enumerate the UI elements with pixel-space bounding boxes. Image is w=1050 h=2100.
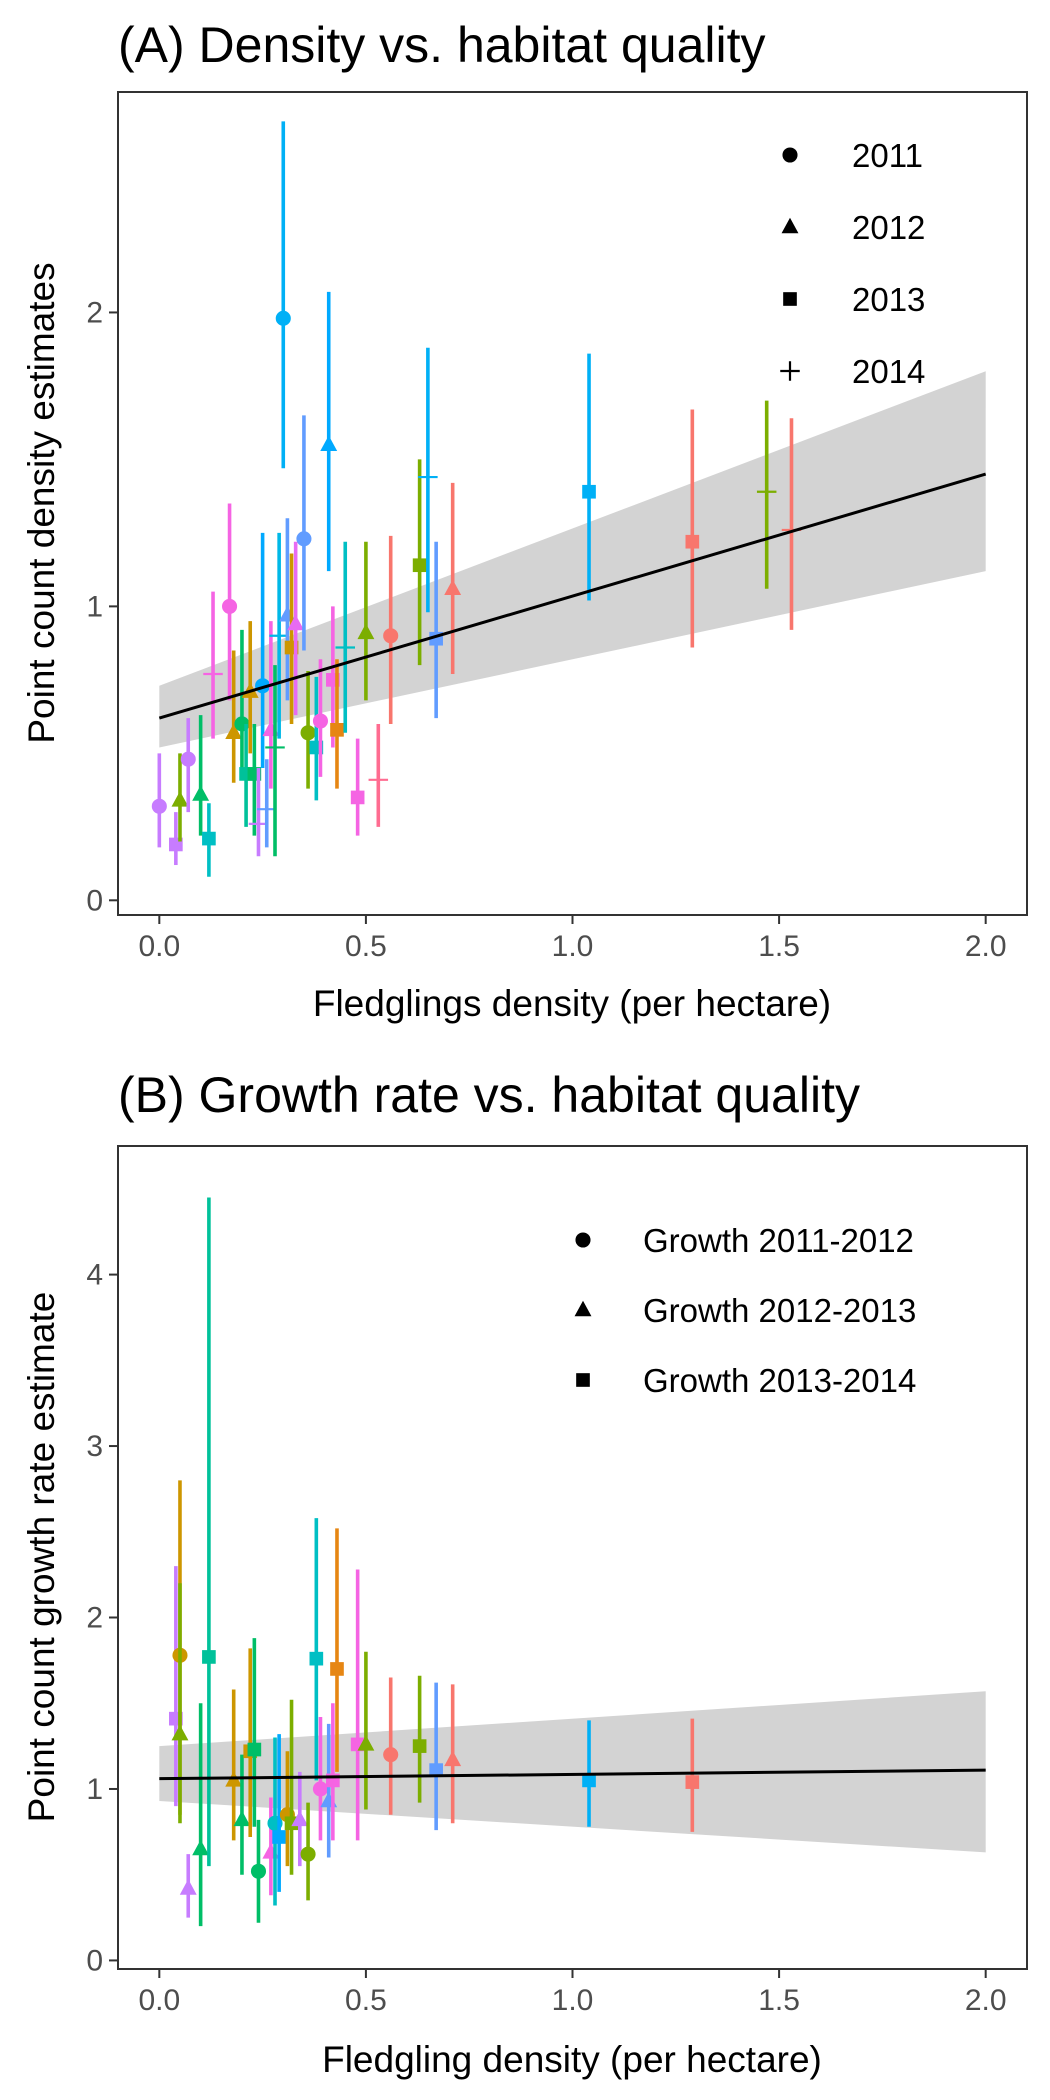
y-tick-label: 2 <box>86 296 103 329</box>
y-tick-label: 4 <box>86 1259 103 1292</box>
data-point <box>287 614 305 631</box>
x-tick-label: 1.5 <box>758 930 800 963</box>
legend-key <box>574 1300 592 1317</box>
panel-b: (B) Growth rate vs. habitat quality 0.0 0… <box>21 1067 1028 2080</box>
legend-label: 2011 <box>852 137 923 174</box>
data-point <box>312 1781 328 1797</box>
x-tick-label: 2.0 <box>965 1984 1007 2017</box>
x-tick-label: 0.0 <box>138 1984 180 2017</box>
data-point <box>368 770 389 790</box>
data-point <box>296 531 312 547</box>
data-point <box>222 598 238 614</box>
panel-a-x-label: Fledglings density (per hectare) <box>313 983 831 1024</box>
data-point <box>582 484 596 499</box>
data-point <box>309 1651 324 1666</box>
data-point <box>300 1846 316 1862</box>
y-tick-label: 1 <box>86 1773 103 1806</box>
data-point <box>429 1763 443 1777</box>
panel-b-title: (B) Growth rate vs. habitat quality <box>118 1067 860 1123</box>
y-tick-label: 3 <box>86 1430 103 1463</box>
panel-b-y-label: Point count growth rate estimate <box>21 1292 62 1823</box>
x-tick-label: 1.0 <box>552 930 594 963</box>
data-point <box>151 798 167 814</box>
panel-b-x-label: Fledgling density (per hectare) <box>322 2039 822 2080</box>
panel-a-content: 0.0 0.5 1.0 1.5 2.0 0 1 2 2011 2012 2013 2014 <box>86 121 1007 963</box>
legend: 2011 2012 2013 2014 <box>780 137 925 390</box>
data-point <box>582 1773 596 1788</box>
x-tick-label: 2.0 <box>965 930 1007 963</box>
y-tick-label: 1 <box>86 590 103 623</box>
data-point <box>192 785 210 801</box>
y-tick-label: 0 <box>86 884 103 917</box>
regression-line <box>159 1768 986 1781</box>
data-point <box>350 790 365 805</box>
data-point <box>203 664 223 684</box>
data-point <box>180 751 196 767</box>
data-point <box>312 713 328 729</box>
data-point <box>335 637 355 658</box>
legend-label: Growth 2012-2013 <box>643 1292 916 1329</box>
legend-label: 2012 <box>852 209 925 246</box>
data-point <box>179 1879 197 1895</box>
legend-label: 2013 <box>852 281 925 318</box>
data-point <box>171 791 189 807</box>
data-point <box>756 481 777 502</box>
data-point <box>383 628 399 644</box>
panel-a: (A) Density vs. habitat quality 0.0 0.5 1.… <box>21 17 1028 1024</box>
legend-key <box>576 1373 590 1387</box>
legend-label: Growth 2011-2012 <box>643 1222 914 1259</box>
legend-label: Growth 2013-2014 <box>643 1362 916 1399</box>
panel-a-title: (A) Density vs. habitat quality <box>118 17 766 73</box>
legend-key <box>575 1232 591 1248</box>
data-point <box>250 1863 267 1879</box>
data-point <box>330 1662 344 1676</box>
legend-key <box>781 217 799 234</box>
data-point <box>171 1724 189 1741</box>
data-point <box>202 1650 216 1664</box>
data-point <box>265 737 285 758</box>
x-tick-label: 1.0 <box>552 1984 594 2017</box>
data-point <box>202 831 216 846</box>
data-point <box>320 435 338 451</box>
x-tick-label: 0.5 <box>345 1984 387 2017</box>
legend-key <box>780 361 800 381</box>
data-point <box>247 1742 262 1757</box>
confidence-band <box>159 1691 986 1853</box>
data-point <box>357 623 375 640</box>
data-point <box>192 1839 210 1856</box>
x-tick-label: 0.5 <box>345 930 387 963</box>
data-point <box>685 1775 700 1789</box>
data-point <box>272 1830 286 1844</box>
y-tick-label: 2 <box>86 1602 103 1635</box>
data-point <box>444 1750 462 1767</box>
data-point <box>300 725 316 741</box>
x-tick-label: 0.0 <box>138 930 180 963</box>
legend-key <box>782 147 798 163</box>
data-point <box>357 1735 375 1751</box>
data-point <box>233 1810 251 1827</box>
legend: Growth 2011-2012 Growth 2012-2013 Growth 2… <box>574 1222 916 1399</box>
x-tick-label: 1.5 <box>758 1984 800 2017</box>
data-point <box>383 1747 399 1763</box>
data-point <box>291 1810 309 1827</box>
data-point <box>418 467 438 487</box>
y-tick-label: 0 <box>86 1944 103 1977</box>
data-point <box>412 1739 427 1753</box>
data-point <box>444 579 462 596</box>
data-point <box>275 310 291 326</box>
data-point <box>330 723 344 737</box>
legend-key <box>783 292 797 306</box>
data-point <box>412 558 427 573</box>
panel-a-y-label: Point count density estimates <box>21 262 62 743</box>
legend-label: 2014 <box>852 353 925 390</box>
data-point <box>225 723 243 740</box>
regression-line <box>158 472 987 720</box>
data-point <box>685 534 700 549</box>
